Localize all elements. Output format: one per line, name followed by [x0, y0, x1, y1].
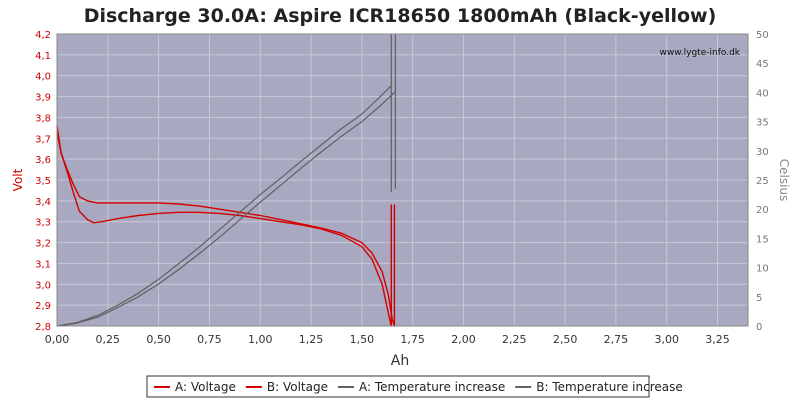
x-axis-label: Ah [391, 353, 409, 369]
y-right-tick-label: 45 [756, 59, 769, 70]
series-line-b-temperature-increase [56, 33, 396, 327]
x-tick-label: 2,75 [604, 333, 629, 346]
y-right-tick-label: 5 [756, 293, 762, 304]
x-tick-label: 1,00 [248, 333, 273, 346]
y-left-axis-label: Volt [11, 168, 25, 191]
y-right-tick-label: 30 [756, 147, 769, 158]
y-left-tick-label: 3,9 [35, 93, 51, 104]
x-tick-label: 3,00 [654, 333, 679, 346]
y-right-tick-label: 40 [756, 88, 769, 99]
y-right-tick-label: 15 [756, 234, 769, 245]
y-left-tick-label: 2,9 [35, 301, 51, 312]
series-layer [56, 33, 396, 327]
y-right-tick-label: 10 [756, 264, 769, 275]
legend-label: A: Voltage [175, 380, 236, 394]
plot-border [56, 33, 749, 327]
series-line-a-voltage [56, 131, 392, 327]
left-axis-ticks: 2,8 2,9 3,0 3,1 3,2 3,3 3,4 3,5 3,6 3,7 3,8 3,9 4,0 4… [35, 30, 51, 333]
y-left-tick-label: 4,2 [35, 30, 51, 41]
watermark: www.lygte-info.dk [660, 48, 741, 58]
chart-title: Discharge 30.0A: Aspire ICR18650 1800mAh… [84, 5, 717, 27]
y-left-tick-label: 2,8 [35, 322, 51, 333]
x-tick-label: 3,25 [705, 333, 730, 346]
legend-label: A: Temperature increase [359, 380, 505, 394]
x-tick-label: 0,25 [96, 333, 121, 346]
y-right-tick-label: 0 [756, 322, 762, 333]
y-right-axis-label: Celsius [777, 159, 791, 202]
y-left-tick-label: 3,6 [35, 155, 51, 166]
legend-label: B: Voltage [267, 380, 328, 394]
y-left-tick-label: 3,8 [35, 113, 51, 124]
y-right-tick-label: 35 [756, 118, 769, 129]
x-tick-label: 0,00 [45, 333, 70, 346]
x-tick-label: 0,50 [146, 333, 171, 346]
y-right-tick-label: 50 [756, 30, 769, 41]
y-left-tick-label: 4,0 [35, 72, 51, 83]
y-left-tick-label: 3,7 [35, 134, 51, 145]
y-right-tick-label: 25 [756, 176, 769, 187]
x-tick-label: 1,25 [299, 333, 324, 346]
y-left-tick-label: 3,5 [35, 176, 51, 187]
y-right-tick-label: 20 [756, 205, 769, 216]
x-tick-label: 2,00 [451, 333, 476, 346]
y-left-tick-label: 4,1 [35, 51, 51, 62]
series-line-a-temperature-increase [56, 33, 392, 327]
x-tick-label: 1,50 [350, 333, 375, 346]
legend-label: B: Temperature increase [536, 380, 683, 394]
right-axis-ticks: 0 5 10 15 20 25 30 35 40 45 50 [756, 30, 769, 333]
legend: A: Voltage B: Voltage A: Temperature incre… [146, 375, 683, 398]
x-tick-label: 1,75 [400, 333, 425, 346]
y-left-tick-label: 3,1 [35, 259, 51, 270]
y-left-tick-label: 3,0 [35, 280, 51, 291]
legend-box [146, 375, 650, 398]
x-tick-label: 0,75 [197, 333, 222, 346]
x-axis-ticks: 0,00 0,25 0,50 0,75 1,00 1,25 1,50 1,75 2,00 2,25… [45, 333, 730, 346]
y-left-tick-label: 3,2 [35, 239, 51, 250]
y-left-tick-label: 3,4 [35, 197, 51, 208]
y-left-tick-label: 3,3 [35, 218, 51, 229]
x-tick-label: 2,50 [553, 333, 578, 346]
x-tick-label: 2,25 [502, 333, 527, 346]
